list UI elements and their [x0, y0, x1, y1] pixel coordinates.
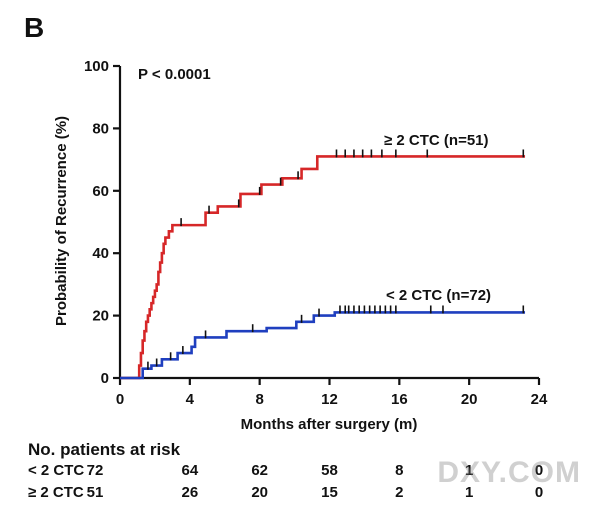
- series-line-high-ctc: [120, 155, 526, 380]
- y-tick-label: 100: [84, 58, 109, 75]
- y-tick-label: 20: [92, 308, 109, 325]
- x-tick-label: 16: [391, 391, 408, 408]
- risk-cell: 0: [534, 462, 544, 479]
- x-tick-label: 20: [461, 391, 478, 408]
- legend-low-ctc: < 2 CTC (n=72): [386, 287, 491, 304]
- x-tick-label: 0: [116, 391, 124, 408]
- y-tick-label: 80: [92, 120, 109, 137]
- series-layer: [120, 149, 526, 380]
- risk-cell: 1: [464, 462, 474, 479]
- risk-cell: 72: [86, 462, 104, 479]
- p-value-annotation: P < 0.0001: [138, 66, 211, 83]
- y-tick-label: 0: [101, 370, 109, 387]
- series-line-low-ctc: [120, 311, 526, 380]
- risk-row-label: < 2 CTC: [28, 462, 85, 479]
- risk-cell: 0: [534, 484, 544, 501]
- risk-cell: 51: [86, 484, 104, 501]
- axes: 0 4 8 12 16 20 24 0 20 40 60 80 100: [84, 58, 548, 408]
- x-tick-label: 8: [255, 391, 263, 408]
- risk-cell: 26: [181, 484, 199, 501]
- risk-cell: 8: [395, 462, 404, 479]
- y-tick-label: 60: [92, 183, 109, 200]
- x-tick-label: 12: [321, 391, 338, 408]
- risk-cell: 20: [251, 484, 268, 501]
- risk-cell: 62: [251, 462, 268, 479]
- risk-row-label: ≥ 2 CTC: [28, 484, 84, 501]
- x-tick-label: 4: [186, 391, 195, 408]
- risk-cell: 15: [321, 484, 338, 501]
- y-axis-label: Probability of Recurrence (%): [53, 116, 70, 326]
- panel-label: B: [24, 12, 45, 43]
- y-tick-label: 40: [92, 245, 109, 262]
- watermark: DXY.COM: [437, 456, 581, 489]
- x-axis-label: Months after surgery (m): [241, 416, 418, 433]
- legend-high-ctc: ≥ 2 CTC (n=51): [384, 132, 489, 149]
- risk-table-title: No. patients at risk: [28, 440, 181, 459]
- x-tick-label: 24: [531, 391, 548, 408]
- risk-cell: 64: [181, 462, 199, 479]
- risk-cell: 1: [464, 484, 474, 501]
- risk-cell: 58: [321, 462, 338, 479]
- risk-cell: 2: [395, 484, 404, 501]
